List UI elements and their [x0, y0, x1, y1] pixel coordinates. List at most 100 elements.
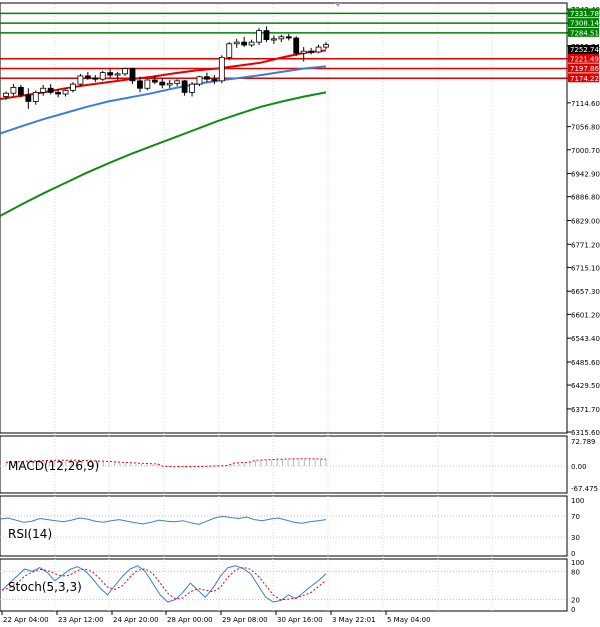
candle-body	[62, 89, 69, 95]
moving-average-line	[0, 91, 327, 217]
stoch-d-line	[1, 566, 327, 601]
price-tick-label: 6942.90	[571, 171, 600, 179]
price-tick-label: 6829.00	[571, 218, 600, 226]
candle-body	[25, 94, 32, 102]
price-tick-label: 6601.20	[571, 311, 600, 319]
time-tick-label: 30 Apr 16:00	[277, 616, 323, 624]
price-tick-label: 6657.30	[571, 288, 600, 296]
candle-body	[114, 73, 121, 76]
rsi-panel-frame	[0, 495, 568, 557]
moving-averages	[0, 49, 327, 217]
level-label-box	[568, 63, 599, 73]
candle-body	[107, 72, 114, 76]
candle-body	[241, 41, 248, 46]
stoch-tick-label: 0	[571, 606, 575, 614]
current-price-label: 7252.74	[570, 46, 599, 54]
time-tick-label: 3 May 22:01	[332, 616, 376, 624]
level-label: 7308.14	[570, 20, 599, 28]
price-tick-label: 7056.80	[571, 124, 600, 132]
price-tick-label: 6543.40	[571, 335, 600, 343]
candle-body	[92, 77, 99, 80]
stoch-label: Stoch(5,3,3)	[8, 580, 82, 594]
stoch-panel-frame	[0, 558, 568, 612]
macd-tick-label: -67.475	[571, 485, 598, 493]
candle-body	[204, 76, 210, 80]
rsi-tick-label: 0	[571, 550, 575, 558]
macd-panel-frame	[0, 435, 568, 494]
candle-body	[263, 30, 270, 41]
candle-body	[137, 80, 143, 89]
level-label-box	[568, 53, 599, 63]
candle-body	[278, 36, 285, 40]
candle-body	[144, 79, 151, 89]
candle-body	[10, 87, 17, 94]
main-panel-frame	[0, 2, 568, 434]
candle-body	[40, 87, 47, 93]
time-tick-label: 22 Apr 04:00	[3, 616, 49, 624]
level-label: 7221.49	[570, 55, 599, 63]
rsi-tick-label: 100	[571, 497, 584, 505]
price-tick-label: 6315.60	[571, 429, 600, 437]
price-tick-label: 6371.70	[571, 406, 600, 414]
moving-average-line	[0, 65, 327, 135]
candle-body	[77, 75, 84, 85]
candle-body	[47, 87, 54, 93]
candle-body	[70, 83, 76, 91]
macd-signal-line	[5, 458, 327, 468]
candle-body	[211, 78, 218, 82]
candle-body	[122, 68, 128, 75]
candle-body	[84, 75, 91, 79]
candle-body	[196, 76, 203, 85]
stoch-tick-label: 80	[571, 568, 580, 576]
candle-body	[99, 72, 106, 80]
level-label-box	[568, 27, 599, 37]
stoch-tick-label: 100	[571, 559, 584, 567]
candle-body	[300, 50, 307, 54]
price-tick-label: 6715.10	[571, 264, 600, 272]
candle-body	[256, 30, 262, 43]
rsi-tick-label: 30	[571, 534, 580, 542]
rsi-panel	[0, 515, 567, 538]
macd-tick-label: 72.789	[571, 438, 596, 446]
candle-body	[166, 82, 173, 86]
time-tick-label: 23 Apr 12:00	[58, 616, 104, 624]
rsi-axis: 100 70 30 0	[571, 497, 584, 558]
level-label: 7197.86	[570, 65, 599, 73]
candle-body	[17, 87, 24, 96]
candle-body	[189, 83, 195, 93]
candle-body	[315, 46, 322, 53]
time-tick-label: 5 May 04:00	[387, 616, 431, 624]
candle-body	[55, 91, 61, 95]
panel-frames	[0, 2, 568, 612]
price-tick-label: 7114.60	[571, 100, 600, 108]
current-price-tag: 7252.74	[568, 45, 599, 54]
candle-body	[271, 38, 277, 41]
candle-body	[308, 50, 315, 53]
candle-body	[226, 43, 233, 58]
candle-body	[174, 80, 181, 84]
stoch-panel	[0, 565, 567, 603]
candle-body	[151, 79, 158, 83]
price-tick-label: 6429.50	[571, 382, 600, 390]
level-label-box	[568, 18, 599, 28]
candlesticks	[3, 26, 329, 109]
price-tick-label: 6771.20	[571, 241, 600, 249]
macd-axis: 72.789 0.00 -67.475	[571, 438, 598, 493]
candle-body	[248, 41, 255, 46]
candle-body	[233, 41, 240, 45]
time-tick-label: 28 Apr 00:00	[167, 616, 213, 624]
time-tick-label: 24 Apr 20:00	[113, 616, 159, 624]
time-axis: 22 Apr 04:00 23 Apr 12:00 24 Apr 20:00 28 A…	[1, 611, 431, 624]
price-tick-label: 6886.80	[571, 194, 600, 202]
candle-body	[129, 68, 136, 82]
stoch-k-line	[1, 565, 327, 603]
rsi-tick-label: 70	[571, 513, 580, 521]
level-label-box	[568, 8, 599, 18]
scroll-marker-icon[interactable]	[335, 3, 341, 7]
price-tick-label: 7000.70	[571, 147, 600, 155]
candle-body	[181, 80, 188, 93]
candle-body	[3, 92, 9, 97]
moving-average-line	[0, 49, 327, 100]
